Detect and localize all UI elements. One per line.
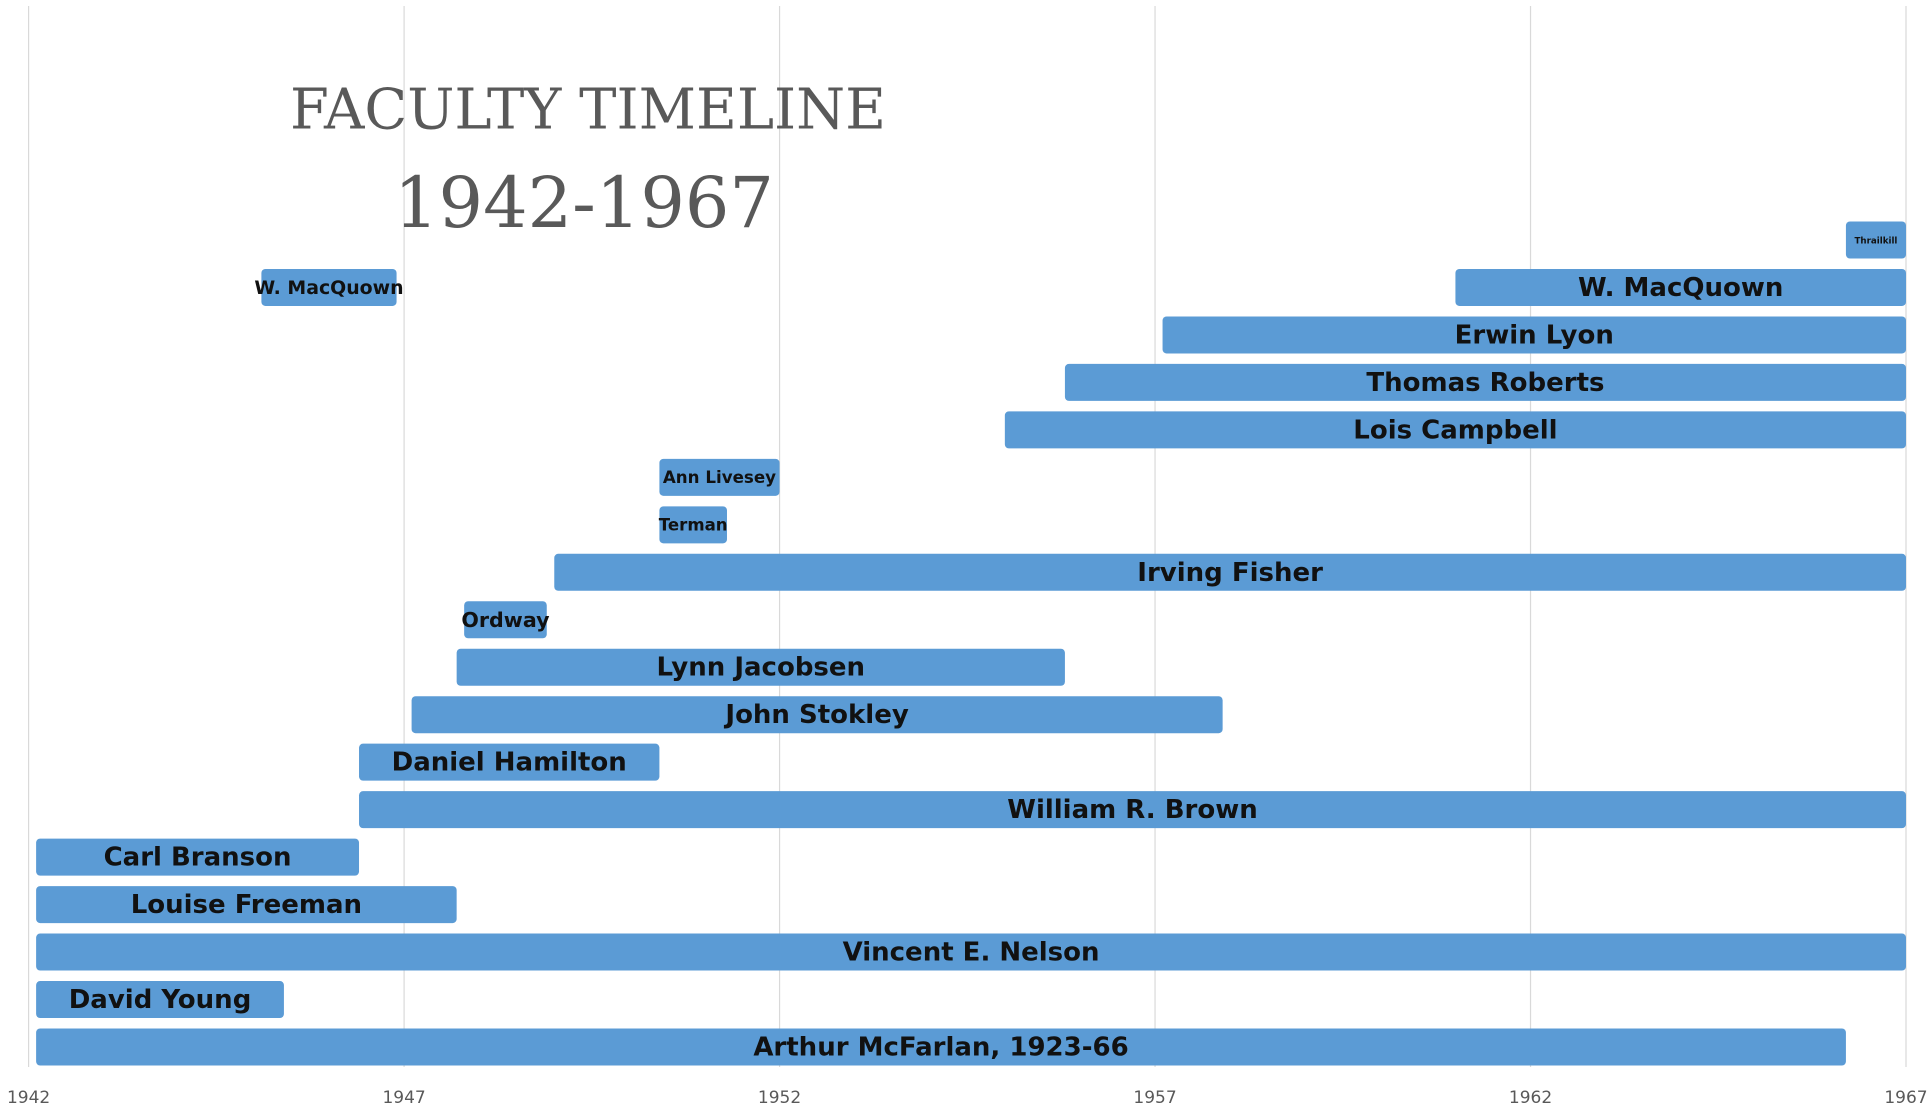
bar-label: Thomas Roberts	[1366, 368, 1604, 398]
bar	[261, 268, 397, 306]
bar	[456, 648, 1065, 686]
bar-label: Lois Campbell	[1353, 415, 1557, 445]
bar-label: Louise Freeman	[131, 890, 362, 920]
bar-label: W. MacQuown	[1578, 273, 1783, 303]
bar	[659, 506, 727, 544]
x-tick-label: 1952	[758, 1088, 801, 1108]
chart-title: FACULTY TIMELINE	[290, 78, 886, 143]
bar-label: Ann Livesey	[663, 467, 776, 487]
bar-label: Thrailkill	[1854, 237, 1897, 247]
bar	[36, 933, 1906, 971]
bar	[659, 458, 780, 496]
bar-label: Arthur McFarlan, 1923-66	[753, 1033, 1128, 1063]
bar	[1845, 221, 1906, 259]
bar	[359, 791, 1906, 829]
bar	[36, 1028, 1846, 1066]
grid	[28, 6, 1907, 1067]
bar-label: W. MacQuown	[254, 277, 403, 299]
bar	[411, 696, 1223, 734]
bar-label: Daniel Hamilton	[392, 748, 627, 778]
bar	[36, 981, 284, 1019]
bar	[36, 886, 457, 924]
bar	[464, 601, 547, 639]
bar	[1064, 363, 1906, 401]
bar-label: John Stokley	[723, 700, 908, 730]
bar-label: Vincent E. Nelson	[843, 938, 1100, 968]
bar-label: Ordway	[461, 608, 550, 632]
bar	[554, 553, 1906, 591]
chart-subtitle: 1942-1967	[394, 162, 774, 244]
bar-label: Erwin Lyon	[1455, 320, 1614, 350]
x-tick-label: 1962	[1509, 1088, 1552, 1108]
bar-label: Lynn Jacobsen	[657, 653, 866, 683]
bar	[1004, 411, 1906, 449]
bar	[1162, 316, 1906, 354]
bar-label: William R. Brown	[1007, 795, 1257, 825]
x-tick-label: 1942	[7, 1088, 50, 1108]
bar-label: Irving Fisher	[1137, 558, 1323, 588]
bar-label: David Young	[69, 985, 252, 1015]
bar	[359, 743, 660, 781]
bar	[1455, 268, 1906, 306]
x-tick-label: 1947	[382, 1088, 425, 1108]
bar-label: Terman	[659, 515, 728, 534]
bar	[36, 838, 360, 876]
x-tick-label: 1967	[1884, 1088, 1927, 1108]
x-tick-label: 1957	[1133, 1088, 1176, 1108]
bar-label: Carl Branson	[104, 843, 292, 873]
